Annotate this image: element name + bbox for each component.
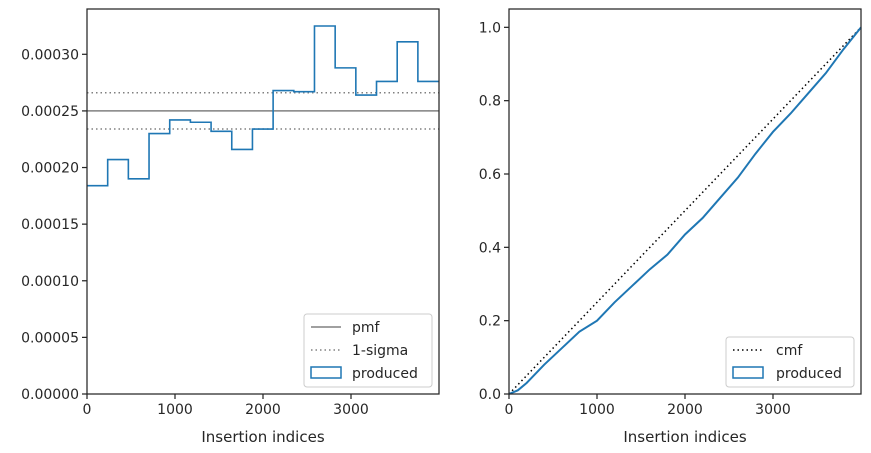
cmf-y-ticks: 0.0 0.2 0.4 0.6 0.8 1.0	[479, 20, 509, 403]
cmf-y-tick-label: 0.2	[479, 314, 501, 330]
pmf-y-tick-label: 0.00020	[21, 161, 79, 177]
cmf-x-axis-label: Insertion indices	[623, 428, 746, 446]
pmf-x-tick-label: 2000	[245, 402, 281, 418]
pmf-y-tick-label: 0.00025	[21, 104, 79, 120]
cmf-y-tick-label: 0.6	[479, 167, 501, 183]
cmf-y-tick-label: 0.0	[479, 387, 501, 403]
cmf-legend-label-produced: produced	[776, 366, 842, 382]
pmf-y-tick-label: 0.00010	[21, 274, 79, 290]
cmf-legend-label-cmf: cmf	[776, 343, 803, 359]
produced-histogram-step	[87, 25, 439, 187]
cmf-x-tick-label: 2000	[667, 402, 703, 418]
pmf-y-tick-label: 0.00015	[21, 217, 79, 233]
pmf-legend-box	[303, 313, 433, 388]
cmf-dotted-line	[508, 26, 862, 395]
cmf-x-ticks: 0 1000 2000 3000	[505, 394, 791, 418]
pmf-x-axis-label: Insertion indices	[201, 428, 324, 446]
pmf-legend-label-produced: produced	[352, 366, 418, 382]
pmf-x-tick-label: 0	[83, 402, 92, 418]
pmf-x-ticks: 0 1000 2000 3000	[83, 394, 369, 418]
pmf-x-tick-label: 3000	[333, 402, 369, 418]
cmf-legend: cmf produced	[725, 336, 855, 388]
pmf-y-ticks: 0.00000 0.00005 0.00010 0.00015 0.00020 0.000…	[21, 47, 87, 403]
pmf-x-tick-label: 1000	[157, 402, 193, 418]
pmf-y-tick-label: 0.00005	[21, 330, 79, 346]
pmf-legend-label-pmf: pmf	[352, 320, 381, 336]
pmf-histogram-panel: 0 1000 2000 3000 0.000000.000050.000100.000…	[21, 8, 440, 446]
cmf-y-tick-label: 0.4	[479, 240, 501, 256]
cmf-x-tick-label: 1000	[579, 402, 615, 418]
pmf-legend: pmf 1-sigma produced	[303, 313, 433, 388]
pmf-y-tick-label: 0.00030	[21, 47, 79, 63]
cmf-y-tick-label: 1.0	[479, 20, 501, 36]
cmf-legend-box	[725, 336, 855, 388]
produced-cumulative-line	[508, 26, 862, 395]
cmf-legend-swatch-produced	[732, 366, 764, 379]
cmf-plot-area	[508, 26, 862, 395]
pmf-plot-area	[87, 25, 439, 187]
cmf-y-tick-label: 0.8	[479, 94, 501, 110]
cmf-panel: 0 1000 2000 3000 0.0 0.2 0.4 0.6 0.8 1.0 Inserti…	[479, 8, 862, 446]
cmf-x-tick-label: 3000	[755, 402, 791, 418]
pmf-y-tick-label: 0.00000	[21, 387, 79, 403]
cmf-x-tick-label: 0	[505, 402, 514, 418]
pmf-legend-swatch-produced	[310, 366, 342, 379]
pmf-legend-label-1-sigma: 1-sigma	[352, 343, 408, 359]
